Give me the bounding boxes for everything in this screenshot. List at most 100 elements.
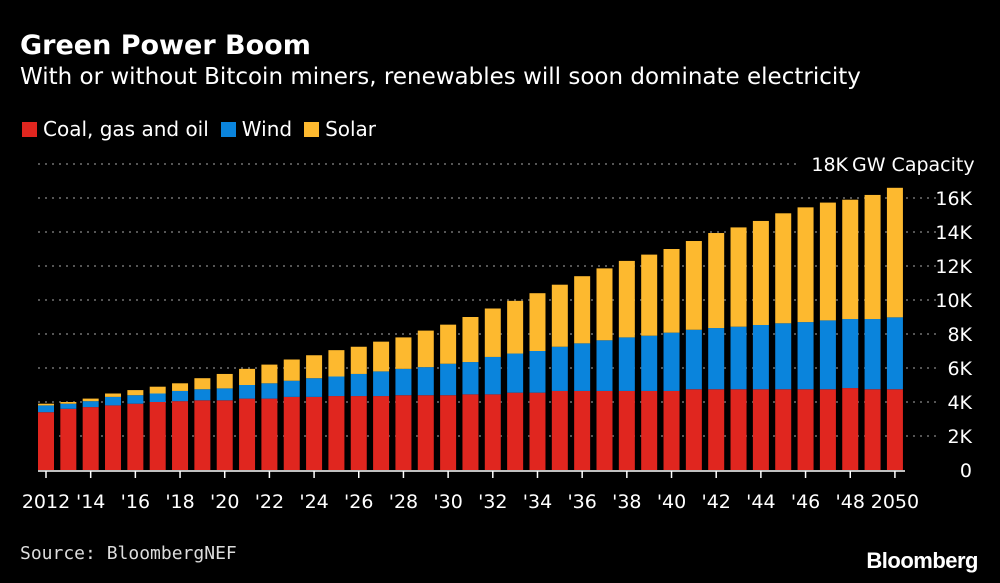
bar-coal (864, 389, 881, 470)
bar-coal (819, 389, 836, 470)
bar-wind (529, 351, 546, 393)
bar-coal (842, 388, 859, 470)
bar-solar (417, 330, 434, 368)
bar-wind (775, 323, 792, 390)
bar-solar (641, 254, 658, 336)
bar-wind (819, 320, 836, 390)
bar-wind (797, 322, 814, 390)
bar-coal (752, 389, 769, 470)
legend-label: Solar (325, 117, 377, 141)
bar-wind (216, 388, 233, 401)
bar-coal (194, 400, 211, 470)
bar-solar (797, 207, 814, 323)
bar-wind (574, 343, 591, 391)
bar-solar (261, 364, 278, 384)
bar-coal (440, 395, 457, 470)
x-tick-label: '22 (255, 491, 284, 513)
bar-coal (685, 389, 702, 470)
bar-solar (149, 386, 166, 394)
legend-item-solar: Solar (304, 117, 376, 141)
bar-solar (886, 187, 903, 318)
x-tick-label: '28 (389, 491, 418, 513)
bar-coal (618, 390, 635, 470)
x-tick-label: '40 (657, 491, 686, 513)
bar-solar (194, 378, 211, 390)
bar-coal (507, 392, 524, 470)
bar-wind (350, 373, 367, 397)
x-tick-label: '34 (523, 491, 552, 513)
bar-coal (306, 396, 323, 470)
bar-solar (775, 213, 792, 324)
bar-coal (574, 390, 591, 470)
bar-solar (216, 373, 233, 389)
legend-item-coal: Coal, gas and oil (22, 117, 209, 141)
legend-item-wind: Wind (220, 117, 293, 141)
legend-swatch-wind (220, 121, 236, 137)
bar-solar (551, 284, 568, 347)
bar-wind (663, 332, 680, 391)
source-note: Source: BloombergNEF (20, 543, 237, 564)
bar-wind (239, 385, 256, 399)
bar-solar (752, 220, 769, 325)
bar-wind (60, 403, 77, 409)
bar-wind (440, 363, 457, 396)
bar-solar (328, 350, 345, 377)
bar-solar (484, 308, 501, 357)
bar-wind (596, 340, 613, 391)
bar-solar (685, 241, 702, 330)
bar-coal (417, 395, 434, 470)
bar-coal (216, 400, 233, 470)
x-tick-label: '18 (165, 491, 194, 513)
bar-solar (507, 300, 524, 354)
bar-coal (239, 398, 256, 470)
bar-coal (105, 405, 122, 470)
bar-wind (752, 324, 769, 390)
bar-coal (730, 389, 747, 470)
bar-coal (529, 392, 546, 470)
legend-label: Coal, gas and oil (43, 117, 209, 141)
bar-wind (708, 328, 725, 390)
y-tick-label: 6K (947, 358, 972, 380)
y-tick-label: 18K (811, 154, 848, 176)
bar-coal (484, 394, 501, 470)
bar-wind (730, 326, 747, 390)
bar-coal (261, 398, 278, 470)
legend-label: Wind (241, 117, 293, 141)
y-tick-label: 14K (935, 222, 972, 244)
bar-coal (127, 403, 144, 470)
bar-wind (38, 405, 54, 413)
x-tick-label: '32 (478, 491, 507, 513)
bar-wind (127, 395, 144, 404)
bar-coal (283, 396, 300, 470)
legend-swatch-solar (304, 121, 320, 137)
bar-wind (82, 401, 99, 408)
bar-solar (373, 341, 390, 372)
bar-coal (60, 408, 77, 470)
bar-solar (730, 227, 747, 327)
bar-coal (886, 389, 903, 470)
bar-wind (306, 378, 323, 397)
bar-solar (574, 276, 591, 344)
x-tick-label: '26 (344, 491, 373, 513)
bar-solar (38, 403, 54, 406)
bar-solar (596, 268, 613, 341)
x-tick-label: '46 (791, 491, 820, 513)
bar-wind (886, 317, 903, 390)
bar-coal (395, 395, 412, 470)
bar-wind (261, 383, 278, 399)
bar-solar (842, 199, 859, 320)
y-axis-unit: GW Capacity (852, 154, 975, 176)
bar-coal (38, 412, 54, 470)
bar-wind (194, 389, 211, 401)
bar-solar (395, 337, 412, 369)
bar-solar (239, 368, 256, 385)
bar-wind (328, 376, 345, 397)
legend-swatch-coal (22, 121, 37, 137)
bar-wind (641, 335, 658, 391)
bar-wind (417, 367, 434, 396)
x-tick-label: '38 (612, 491, 641, 513)
bar-coal (172, 401, 189, 470)
x-tick-label: '36 (567, 491, 596, 513)
bar-wind (149, 393, 166, 402)
